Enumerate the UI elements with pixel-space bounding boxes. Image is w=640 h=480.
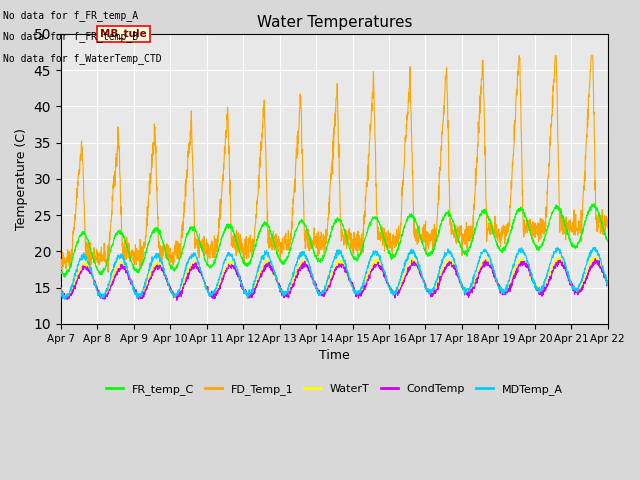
Text: MB_tule: MB_tule bbox=[100, 29, 147, 39]
X-axis label: Time: Time bbox=[319, 349, 349, 362]
Legend: FR_temp_C, FD_Temp_1, WaterT, CondTemp, MDTemp_A: FR_temp_C, FD_Temp_1, WaterT, CondTemp, … bbox=[102, 380, 567, 399]
Y-axis label: Temperature (C): Temperature (C) bbox=[15, 128, 28, 230]
Text: No data for f_WaterTemp_CTD: No data for f_WaterTemp_CTD bbox=[3, 53, 162, 64]
Title: Water Temperatures: Water Temperatures bbox=[257, 15, 412, 30]
Text: No data for f_FR_temp_A: No data for f_FR_temp_A bbox=[3, 10, 138, 21]
Text: No data for f_FR_temp_B: No data for f_FR_temp_B bbox=[3, 31, 138, 42]
